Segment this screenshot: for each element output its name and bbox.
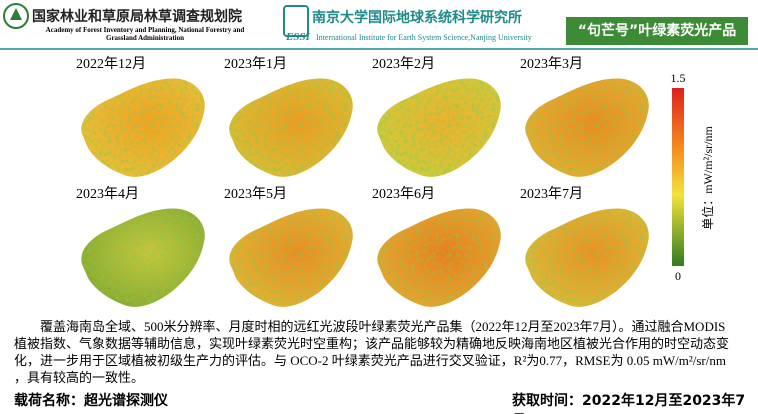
map-panel	[377, 208, 501, 307]
map-label: 2023年7月	[520, 186, 583, 202]
map-texture	[377, 208, 501, 307]
map-panel	[81, 208, 205, 307]
map-panel	[81, 78, 205, 177]
map-texture	[377, 78, 501, 177]
map-panel	[525, 208, 649, 307]
org-en: Academy of Forest Inventory and Planning…	[45, 26, 245, 42]
map-texture	[81, 208, 205, 307]
logo	[3, 3, 29, 29]
org-en-box: Academy of Forest Inventory and Planning…	[45, 26, 245, 42]
map-label: 2023年6月	[372, 186, 435, 202]
map-label: 2023年3月	[520, 56, 583, 72]
map-panel	[229, 208, 353, 307]
org-en: International Institute for Earth System…	[316, 33, 532, 42]
description: 覆盖海南岛全域、500米分辨率、月度时相的远红光波段叶绿素荧光产品集（2022年…	[14, 319, 730, 385]
logo	[10, 8, 22, 20]
colorbar-unit: 单位：mW/m²/sr/nm	[700, 126, 715, 230]
org-name: 南京大学国际地球系统科学研究所	[312, 9, 522, 26]
logo	[283, 5, 309, 37]
colorbar-min: 0	[675, 269, 681, 283]
map-grid: 2022年12月 2023年1月 2023年2月 2023年3月 2023年4月 2023…	[76, 56, 649, 307]
acquire-time: 获取时间：2022年12月至2023年7月	[512, 393, 746, 414]
payload: 载荷名称：超光谱探测仪	[14, 393, 168, 409]
map-texture	[525, 208, 649, 307]
colorbar-max: 1.5	[671, 71, 686, 85]
org-abbr: ESSI	[285, 31, 311, 43]
map-texture	[229, 78, 353, 177]
map-texture	[229, 208, 353, 307]
colorbar	[672, 88, 684, 266]
map-panel	[377, 78, 501, 177]
map-panel	[525, 78, 649, 177]
map-label: 2022年12月	[76, 56, 146, 72]
map-label: 2023年2月	[372, 56, 435, 72]
map-panel	[229, 78, 353, 177]
org-name: 国家林业和草原局林草调查规划院	[32, 8, 242, 25]
map-texture	[525, 78, 649, 177]
map-label: 2023年5月	[224, 186, 287, 202]
map-label: 2023年4月	[76, 186, 139, 202]
map-label: 2023年1月	[224, 56, 287, 72]
title-tag: “句芒号”叶绿素荧光产品	[566, 17, 748, 45]
map-texture	[81, 78, 205, 177]
